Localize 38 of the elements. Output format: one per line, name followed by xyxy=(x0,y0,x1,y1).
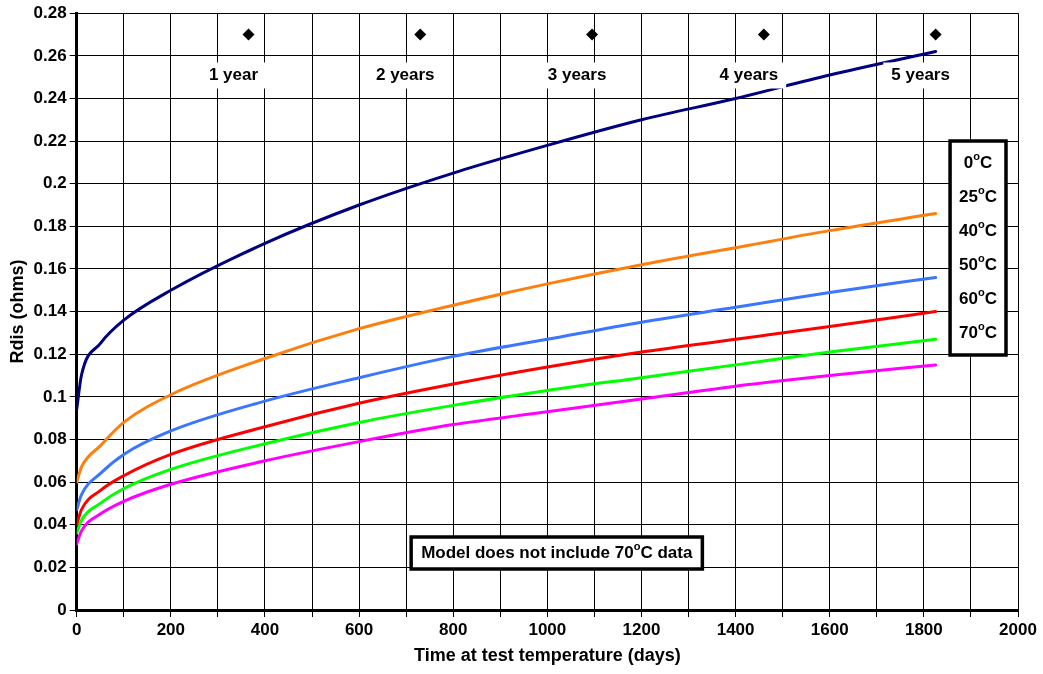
y-tick-label: 0.04 xyxy=(33,514,68,534)
y-tick-label: 0.28 xyxy=(33,2,67,22)
y-tick-label: 0.14 xyxy=(33,301,68,321)
x-axis-title: Time at test temperature (days) xyxy=(413,645,681,666)
x-tick-label: 400 xyxy=(250,619,280,639)
line-series xyxy=(76,310,938,527)
y-tick-label: 0.12 xyxy=(33,343,67,363)
y-tick-label: 0.06 xyxy=(33,471,67,491)
y-tick-label: 0.22 xyxy=(33,130,67,150)
y-tick-label: 0 xyxy=(57,599,67,619)
x-tick-label: 1800 xyxy=(904,619,943,639)
line-series xyxy=(76,276,938,512)
y-tick-label: 0.02 xyxy=(33,557,67,577)
annotation: 1 year xyxy=(208,65,259,85)
x-tick-label: 1400 xyxy=(716,619,755,639)
y-tick-label: 0.1 xyxy=(43,386,67,406)
y-tick-label: 0.26 xyxy=(33,45,67,65)
line-series xyxy=(76,212,938,484)
y-tick-label: 0.24 xyxy=(33,88,68,108)
y-tick-label: 0.2 xyxy=(43,173,67,193)
line-series xyxy=(76,363,938,546)
x-tick-label: 1600 xyxy=(810,619,849,639)
line-series xyxy=(76,337,938,535)
x-tick-label: 1200 xyxy=(622,619,661,639)
x-tick-label: 2000 xyxy=(999,619,1037,639)
annotation: 3 years xyxy=(547,65,607,85)
annotation: 5 years xyxy=(891,65,950,85)
x-tick-label: 600 xyxy=(344,619,374,639)
x-tick-label: 200 xyxy=(156,619,186,639)
x-tick-label: 1000 xyxy=(528,619,567,639)
x-tick-label: 0 xyxy=(71,619,82,639)
annotation: 2 years xyxy=(375,65,435,85)
y-tick-label: 0.08 xyxy=(33,429,67,449)
y-tick-label: 0.18 xyxy=(33,216,67,236)
y-tick-label: 0.16 xyxy=(33,258,67,278)
x-tick-label: 800 xyxy=(439,619,468,639)
annotation: 4 years xyxy=(719,65,779,85)
y-axis-title: Rdis (ohms) xyxy=(6,259,27,364)
